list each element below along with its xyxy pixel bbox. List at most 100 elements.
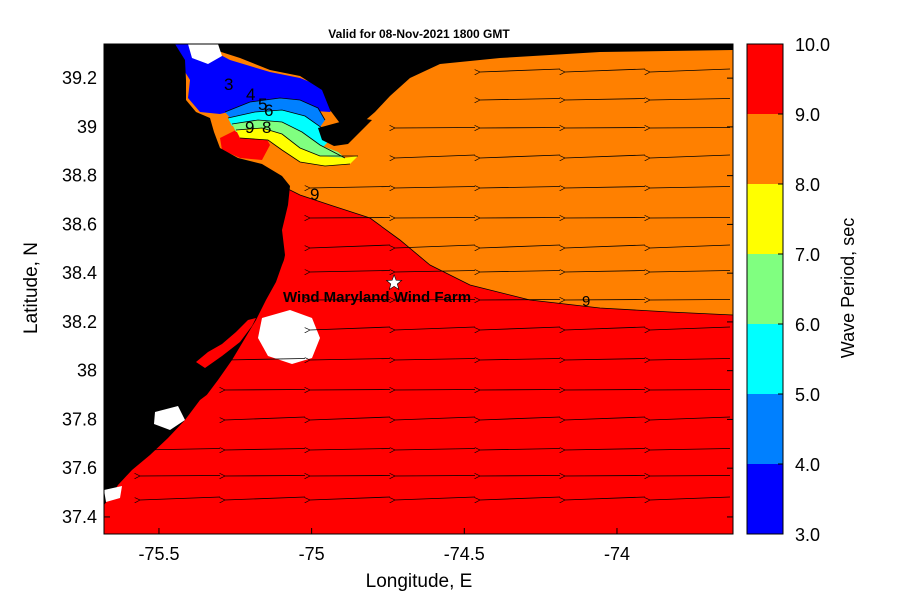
wave-vector-arrow — [395, 416, 476, 420]
wave-vector-arrow — [310, 326, 391, 330]
wave-vector-arrow — [310, 496, 391, 500]
wave-vector-arrow — [565, 271, 646, 273]
colorbar-tick-label: 3.0 — [795, 525, 820, 545]
land-delmarva — [104, 44, 290, 505]
colorbar-tick-label: 6.0 — [795, 315, 820, 335]
wave-vector-arrow — [225, 476, 306, 477]
colorbar-tick-label: 9.0 — [795, 105, 820, 125]
wave-vector-arrow — [565, 390, 646, 391]
y-tick-label: 39.2 — [62, 68, 97, 88]
wave-vector-arrow — [650, 300, 731, 301]
x-axis-label: Longitude, E — [366, 571, 473, 592]
wave-vector-arrow — [225, 496, 306, 500]
contour-label: 9 — [245, 118, 254, 137]
colorbar-band — [747, 254, 783, 324]
y-tick-label: 38.2 — [62, 312, 97, 332]
wave-vector-arrow — [650, 476, 731, 477]
wave-vector-arrow — [140, 449, 221, 451]
bay-red-strip — [196, 318, 256, 368]
land-cape-may — [318, 118, 372, 146]
wave-vector-arrow — [395, 271, 476, 273]
colorbar-band — [747, 184, 783, 254]
wave-vector-arrow — [395, 244, 476, 248]
wave-vector-arrow — [480, 68, 561, 72]
colorbar-tick-label: 5.0 — [795, 385, 820, 405]
colorbar-tick-label: 10.0 — [795, 35, 830, 55]
y-tick-label: 38.4 — [62, 263, 97, 283]
wave-vector-arrow — [310, 187, 391, 189]
wave-vector-arrow — [565, 218, 646, 219]
colorbar-band — [747, 394, 783, 464]
wave-vector-arrow — [310, 271, 391, 273]
y-axis-label: Latitude, N — [21, 242, 42, 334]
x-tick-label: -74 — [604, 544, 630, 564]
wave-vector-arrow — [310, 244, 391, 248]
wave-vector-arrow — [480, 244, 561, 248]
wave-vector-arrow — [565, 326, 646, 330]
x-axis: -75.5 -75 -74.5 -74 — [138, 44, 630, 564]
wave-vector-arrow — [565, 416, 646, 420]
wave-vector-arrow — [395, 300, 476, 301]
wave-vector-arrow — [395, 476, 476, 477]
wave-vector-arrow — [480, 449, 561, 451]
wave-vector-arrow — [565, 359, 646, 361]
wave-vector-arrow — [480, 128, 561, 129]
wave-vector-arrow — [395, 326, 476, 330]
station-value-label: 9 — [582, 293, 590, 310]
wave-vector-arrow — [395, 154, 476, 158]
wave-vector-arrow — [650, 68, 731, 72]
wave-vector-arrow — [480, 300, 561, 301]
map-title: Valid for 08-Nov-2021 1800 GMT — [328, 27, 510, 41]
wave-vector-arrow — [225, 359, 306, 361]
wave-vector-arrow — [480, 359, 561, 361]
wave-vector-arrow — [565, 154, 646, 158]
nodata-patch-south — [154, 406, 185, 430]
colorbar-frame — [746, 43, 784, 535]
wave-vector-arrow — [480, 99, 561, 101]
contour-label: 9 — [310, 185, 319, 204]
colorbar-band — [747, 464, 783, 534]
wave-vector-arrow — [565, 476, 646, 477]
wave-vector-arrow — [480, 218, 561, 219]
wave-vector-arrow — [310, 449, 391, 451]
wave-vector-arrow — [565, 449, 646, 451]
colorbar-tick-label: 8.0 — [795, 175, 820, 195]
coastal-red-strip — [206, 250, 294, 400]
colorbar-tick-label: 4.0 — [795, 455, 820, 475]
colorbar-label: Wave Period, sec — [838, 218, 858, 358]
x-tick-label: -75.5 — [138, 544, 179, 564]
contour-label: 8 — [262, 118, 271, 137]
wave-vector-arrow — [395, 218, 476, 219]
nodata-patch-north — [188, 44, 222, 64]
wave-vector-arrow — [310, 300, 391, 301]
contour-label: 4 — [246, 85, 255, 104]
wave-vector-arrow — [395, 449, 476, 451]
wave-vector-arrow — [395, 359, 476, 361]
wave-vector-arrow — [140, 496, 221, 500]
wave-vector-arrow — [650, 244, 731, 248]
map-frame — [103, 43, 734, 535]
y-tick-label: 37.4 — [62, 507, 97, 527]
wave-vector-arrow — [480, 187, 561, 189]
wave-vector-arrow — [650, 187, 731, 189]
wave-vector-arrow — [395, 496, 476, 500]
land-new-jersey — [200, 44, 733, 130]
colorbar: 10.0 9.0 8.0 7.0 6.0 5.0 4.0 3.0 — [746, 35, 830, 545]
colorbar-band — [747, 114, 783, 184]
wave-vector-arrow — [310, 390, 391, 391]
contour-label: 6 — [264, 101, 273, 120]
contour-label: 3 — [224, 75, 233, 94]
wave-vector-arrow — [225, 416, 306, 420]
wave-vector-arrow — [650, 359, 731, 361]
wave-vector-arrow — [650, 449, 731, 451]
wave-vector-arrow — [565, 496, 646, 500]
nodata-patch-offshore — [258, 310, 320, 364]
wave-vector-arrow — [395, 390, 476, 391]
y-tick-label: 37.6 — [62, 458, 97, 478]
wave-vector-arrow — [650, 496, 731, 500]
wave-vector-arrow — [480, 271, 561, 273]
wave-vector-arrow — [480, 390, 561, 391]
